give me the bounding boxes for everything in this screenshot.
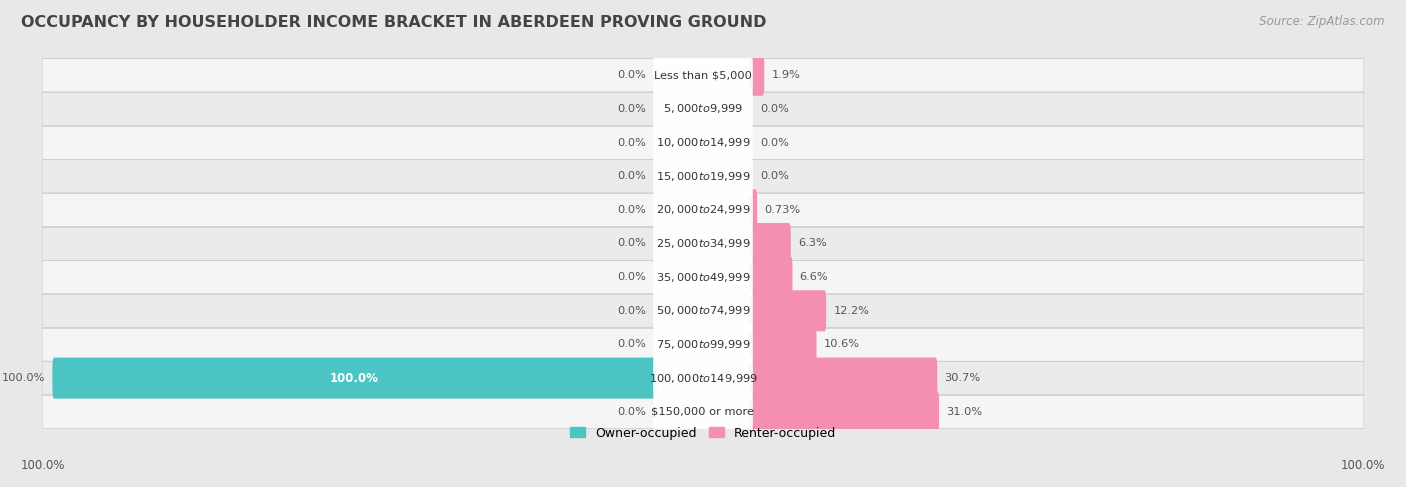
Text: Less than $5,000: Less than $5,000 (654, 70, 752, 80)
FancyBboxPatch shape (749, 257, 793, 298)
Text: 100.0%: 100.0% (1340, 459, 1385, 472)
Text: 0.0%: 0.0% (617, 239, 645, 248)
FancyBboxPatch shape (42, 395, 1364, 429)
FancyBboxPatch shape (749, 290, 827, 331)
Text: 0.0%: 0.0% (617, 272, 645, 282)
Text: $15,000 to $19,999: $15,000 to $19,999 (655, 169, 751, 183)
FancyBboxPatch shape (654, 189, 752, 230)
Text: 100.0%: 100.0% (1, 373, 45, 383)
FancyBboxPatch shape (654, 324, 752, 365)
FancyBboxPatch shape (654, 391, 752, 432)
FancyBboxPatch shape (654, 156, 752, 197)
Text: 0.0%: 0.0% (761, 171, 789, 181)
FancyBboxPatch shape (42, 92, 1364, 126)
FancyBboxPatch shape (654, 55, 752, 96)
Text: $150,000 or more: $150,000 or more (651, 407, 755, 417)
Text: 0.0%: 0.0% (761, 137, 789, 148)
Text: 30.7%: 30.7% (945, 373, 980, 383)
Text: 10.6%: 10.6% (824, 339, 859, 350)
FancyBboxPatch shape (749, 357, 938, 399)
FancyBboxPatch shape (42, 328, 1364, 361)
FancyBboxPatch shape (42, 361, 1364, 395)
FancyBboxPatch shape (749, 189, 758, 230)
Text: 0.0%: 0.0% (617, 306, 645, 316)
FancyBboxPatch shape (52, 357, 657, 399)
FancyBboxPatch shape (42, 294, 1364, 328)
FancyBboxPatch shape (654, 290, 752, 331)
FancyBboxPatch shape (42, 226, 1364, 261)
Text: $100,000 to $149,999: $100,000 to $149,999 (648, 372, 758, 385)
Text: 0.0%: 0.0% (761, 104, 789, 114)
FancyBboxPatch shape (42, 159, 1364, 193)
FancyBboxPatch shape (654, 357, 752, 399)
Text: $25,000 to $34,999: $25,000 to $34,999 (655, 237, 751, 250)
FancyBboxPatch shape (42, 261, 1364, 294)
Text: $20,000 to $24,999: $20,000 to $24,999 (655, 204, 751, 216)
Text: $50,000 to $74,999: $50,000 to $74,999 (655, 304, 751, 318)
Text: 0.0%: 0.0% (617, 205, 645, 215)
Text: 100.0%: 100.0% (330, 372, 380, 385)
Text: 0.0%: 0.0% (617, 339, 645, 350)
Text: 0.0%: 0.0% (617, 70, 645, 80)
FancyBboxPatch shape (749, 55, 765, 96)
FancyBboxPatch shape (654, 223, 752, 264)
Text: 12.2%: 12.2% (834, 306, 869, 316)
Text: 0.0%: 0.0% (617, 407, 645, 417)
FancyBboxPatch shape (749, 324, 817, 365)
Text: 0.73%: 0.73% (765, 205, 800, 215)
Text: 6.6%: 6.6% (800, 272, 828, 282)
FancyBboxPatch shape (749, 223, 790, 264)
Text: $35,000 to $49,999: $35,000 to $49,999 (655, 271, 751, 283)
FancyBboxPatch shape (749, 391, 939, 432)
Text: 31.0%: 31.0% (946, 407, 983, 417)
Text: Source: ZipAtlas.com: Source: ZipAtlas.com (1260, 15, 1385, 28)
Text: $75,000 to $99,999: $75,000 to $99,999 (655, 338, 751, 351)
Text: 1.9%: 1.9% (772, 70, 800, 80)
Text: 0.0%: 0.0% (617, 171, 645, 181)
Text: OCCUPANCY BY HOUSEHOLDER INCOME BRACKET IN ABERDEEN PROVING GROUND: OCCUPANCY BY HOUSEHOLDER INCOME BRACKET … (21, 15, 766, 30)
Text: $10,000 to $14,999: $10,000 to $14,999 (655, 136, 751, 149)
FancyBboxPatch shape (42, 193, 1364, 226)
Text: $5,000 to $9,999: $5,000 to $9,999 (664, 102, 742, 115)
FancyBboxPatch shape (42, 126, 1364, 159)
FancyBboxPatch shape (654, 257, 752, 298)
Legend: Owner-occupied, Renter-occupied: Owner-occupied, Renter-occupied (565, 422, 841, 445)
FancyBboxPatch shape (654, 122, 752, 163)
Text: 0.0%: 0.0% (617, 104, 645, 114)
Text: 100.0%: 100.0% (21, 459, 66, 472)
Text: 6.3%: 6.3% (799, 239, 827, 248)
FancyBboxPatch shape (42, 58, 1364, 92)
FancyBboxPatch shape (654, 88, 752, 130)
Text: 0.0%: 0.0% (617, 137, 645, 148)
